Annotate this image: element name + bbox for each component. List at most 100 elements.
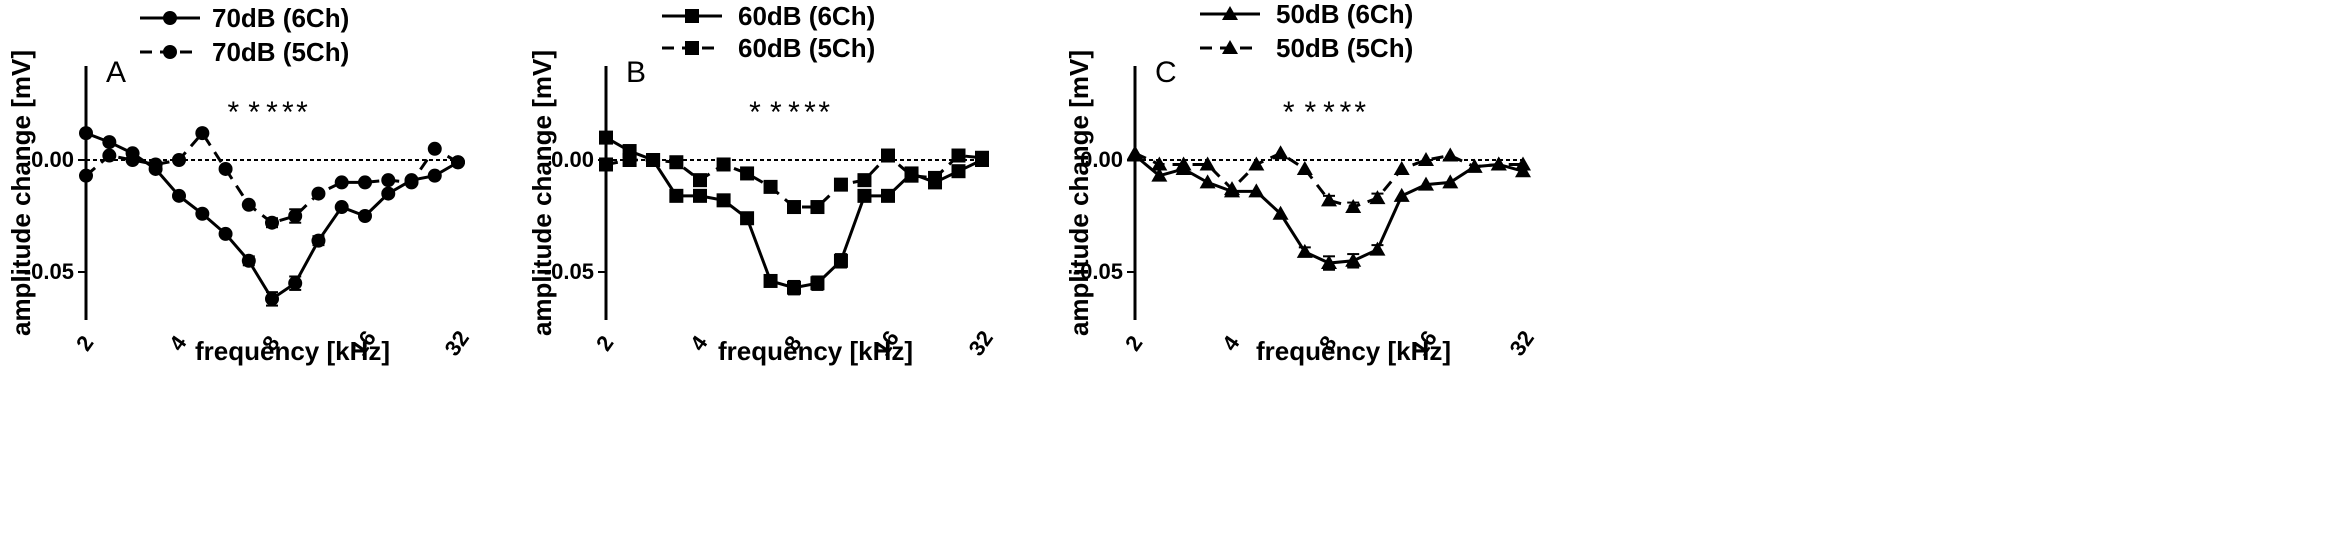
legend-label: 70dB (6Ch): [212, 3, 349, 33]
data-point: [1393, 160, 1410, 175]
data-point: [669, 188, 684, 203]
data-point: [172, 153, 186, 167]
x-tick-label: 32: [1505, 326, 1540, 360]
data-point: [975, 150, 989, 165]
data-point: [928, 170, 943, 185]
data-point: [763, 179, 778, 194]
data-point: [857, 188, 872, 203]
data-point: [1248, 183, 1265, 198]
data-point: [857, 173, 872, 188]
data-point: [1199, 174, 1216, 189]
data-point: [1151, 167, 1168, 182]
data-point: [904, 168, 919, 183]
x-tick-label: 2: [591, 331, 619, 355]
data-point: [740, 166, 755, 181]
data-point: [599, 157, 613, 172]
significance-star: *: [1354, 96, 1366, 129]
legend-label: 60dB (6Ch): [738, 1, 875, 31]
data-point: [288, 276, 303, 291]
y-axis-title: amplitude change [mV]: [1064, 50, 1094, 336]
data-point: [404, 175, 419, 190]
data-point: [334, 200, 349, 215]
y-tick-label: 0.00: [551, 147, 594, 172]
data-point: [381, 173, 396, 188]
legend-marker: [685, 41, 699, 55]
data-point: [1296, 243, 1313, 258]
data-point: [1369, 241, 1386, 256]
series-dashed: [79, 126, 465, 230]
x-tick-label: 32: [440, 326, 475, 360]
significance-star: *: [266, 96, 278, 129]
data-point: [79, 126, 93, 141]
data-point: [1248, 156, 1265, 171]
x-axis-title: frequency [kHz]: [1256, 336, 1451, 366]
significance-star: *: [1323, 96, 1335, 129]
data-point: [1442, 174, 1459, 189]
data-point: [427, 168, 442, 183]
data-point: [787, 200, 801, 215]
significance-star: *: [770, 96, 782, 129]
significance-star: *: [296, 96, 308, 129]
data-point: [102, 148, 117, 163]
data-point: [1127, 145, 1143, 160]
x-tick-label: 4: [1217, 330, 1245, 355]
legend-entry: 60dB (5Ch): [662, 33, 875, 63]
data-point: [1321, 255, 1337, 270]
data-point: [1199, 156, 1216, 171]
legend-label: 50dB (6Ch): [1276, 0, 1413, 29]
data-point: [451, 155, 465, 170]
data-point: [265, 291, 279, 306]
x-tick-label: 32: [964, 326, 999, 360]
significance-star: *: [282, 96, 294, 129]
data-point: [358, 175, 372, 190]
data-point: [1296, 160, 1313, 175]
data-point: [1490, 156, 1507, 171]
data-point: [79, 168, 93, 183]
data-point: [881, 188, 895, 203]
legend-marker: [1222, 6, 1238, 20]
legend-marker: [1222, 40, 1238, 54]
significance-star: *: [1283, 96, 1295, 129]
data-point: [1345, 199, 1362, 214]
data-point: [1466, 158, 1483, 173]
data-point: [334, 175, 349, 190]
series-line: [1134, 154, 1524, 265]
data-point: [241, 197, 256, 212]
data-point: [1272, 205, 1289, 220]
legend-entry: 50dB (5Ch): [1200, 33, 1413, 63]
y-tick-label: -0.05: [1073, 259, 1123, 284]
data-point: [125, 153, 140, 167]
data-point: [358, 209, 372, 223]
data-point: [669, 155, 684, 170]
data-point: [311, 186, 326, 201]
data-point: [810, 276, 825, 291]
y-tick-label: 0.00: [31, 147, 74, 172]
data-point: [740, 211, 755, 226]
series-dashed: [1127, 145, 1531, 214]
x-tick-label: 4: [685, 330, 713, 355]
data-point: [381, 186, 396, 201]
significance-star: *: [749, 96, 761, 129]
data-point: [1272, 145, 1289, 160]
significance-star: *: [788, 96, 800, 129]
significance-star: *: [248, 96, 260, 129]
data-point: [195, 206, 210, 221]
data-point: [716, 157, 731, 172]
data-point: [1393, 187, 1410, 202]
legend-entry: 60dB (6Ch): [662, 1, 875, 31]
series-line: [605, 153, 983, 209]
x-axis-title: frequency [kHz]: [718, 336, 913, 366]
data-point: [622, 153, 637, 167]
data-point: [288, 209, 303, 223]
data-point: [172, 188, 186, 203]
significance-star: *: [804, 96, 816, 129]
data-point: [1515, 156, 1531, 171]
data-point: [1418, 152, 1434, 166]
series-dashed: [599, 148, 989, 215]
data-point: [265, 215, 279, 230]
legend-label: 50dB (5Ch): [1276, 33, 1413, 63]
y-tick-label: -0.05: [24, 259, 74, 284]
